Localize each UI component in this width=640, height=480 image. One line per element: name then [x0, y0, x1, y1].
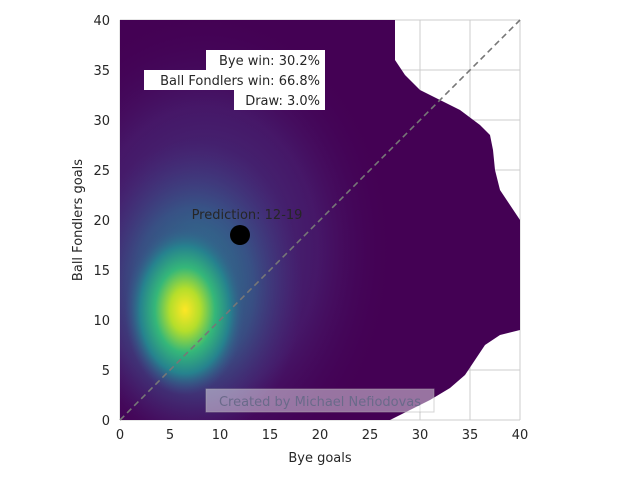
x-tick-label: 0: [116, 428, 124, 443]
watermark-box: [205, 388, 435, 413]
y-tick-label: 5: [102, 364, 110, 379]
y-tick-label: 10: [93, 314, 110, 329]
y-tick-label: 35: [93, 64, 110, 79]
y-tick-label: 40: [93, 14, 110, 29]
x-tick-label: 5: [166, 428, 174, 443]
x-tick-label: 35: [462, 428, 479, 443]
prob-draw: Draw: 3.0%: [245, 94, 320, 109]
y-tick-labels: 0 5 10 15 20 25 30 35 40: [93, 14, 110, 429]
prediction-marker: [230, 225, 250, 245]
y-tick-label: 15: [93, 264, 110, 279]
draw-line: [119, 19, 521, 421]
x-tick-label: 40: [512, 428, 529, 443]
x-tick-labels: 0 5 10 15 20 25 30 35 40: [116, 428, 528, 443]
watermark: Created by Michael Nefiodovas: [219, 395, 421, 410]
x-tick-label: 15: [262, 428, 279, 443]
x-tick-label: 30: [412, 428, 429, 443]
density-peak: [125, 225, 245, 395]
x-axis-label: Bye goals: [288, 451, 352, 466]
prob-ball-fondlers-win: Ball Fondlers win: 66.8%: [160, 74, 320, 89]
prob-box-bye: [206, 50, 325, 70]
prob-box-draw: [234, 90, 325, 110]
x-tick-label: 20: [312, 428, 329, 443]
y-tick-label: 25: [93, 164, 110, 179]
y-tick-label: 20: [93, 214, 110, 229]
probability-annotations: Bye win: 30.2% Ball Fondlers win: 66.8% …: [144, 50, 325, 110]
y-axis-label: Ball Fondlers goals: [71, 159, 86, 281]
x-tick-label: 10: [212, 428, 229, 443]
y-tick-label: 30: [93, 114, 110, 129]
prob-bye-win: Bye win: 30.2%: [219, 54, 320, 69]
prob-box-ball-fondlers: [144, 70, 325, 90]
x-tick-label: 25: [362, 428, 379, 443]
y-tick-label: 0: [102, 414, 110, 429]
prediction-label: Prediction: 12-19: [192, 208, 303, 223]
